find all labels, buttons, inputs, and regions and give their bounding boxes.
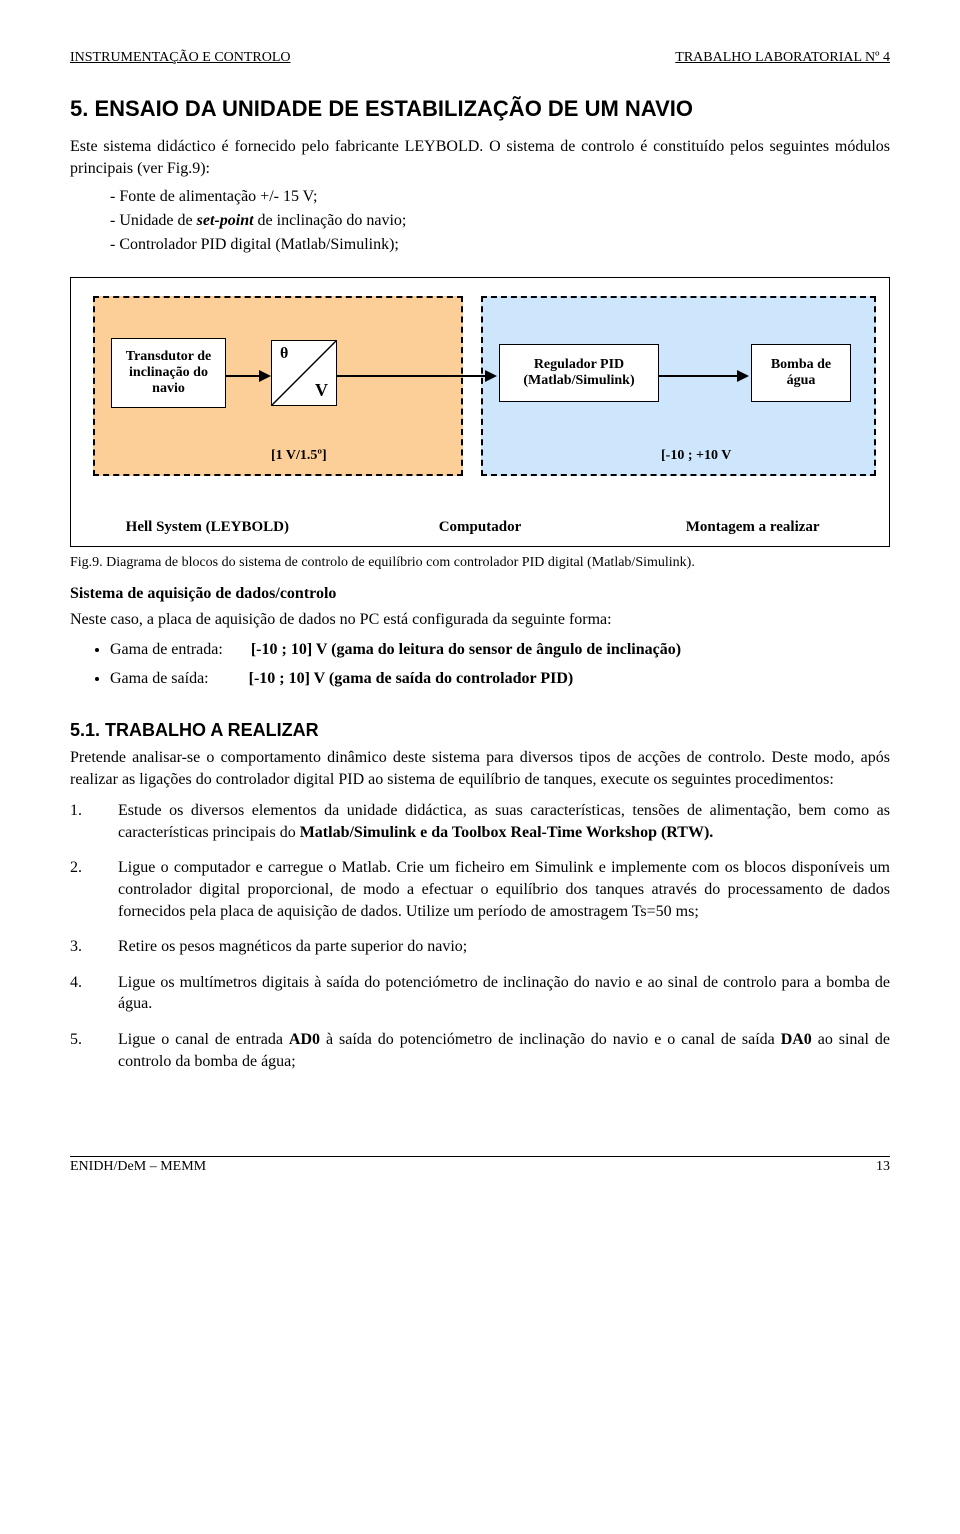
bullet-entrada: Gama de entrada: [-10 ; 10] V (gama do l…	[110, 637, 890, 663]
figure-caption: Fig.9. Diagrama de blocos do sistema de …	[70, 555, 890, 571]
step-1: Estude os diversos elementos da unidade …	[70, 800, 890, 843]
procedure-list: Estude os diversos elementos da unidade …	[70, 800, 890, 1072]
sec51-intro: Pretende analisar-se o comportamento din…	[70, 747, 890, 790]
diagram-bottom-row: Hell System (LEYBOLD) Computador Montage…	[71, 519, 889, 536]
page-footer: ENIDH/DeM – MEMM 13	[70, 1156, 890, 1175]
list-item: - Fonte de alimentação +/- 15 V;	[110, 185, 890, 209]
header-right: TRABALHO LABORATORIAL Nº 4	[675, 50, 890, 66]
arrow	[659, 370, 749, 382]
bullet-val: [-10 ; 10] V (gama do leitura do sensor …	[251, 641, 681, 658]
aquis-bullets: Gama de entrada: [-10 ; 10] V (gama do l…	[110, 637, 890, 692]
bullet-saida: Gama de saída: [-10 ; 10] V (gama de saí…	[110, 666, 890, 692]
bottom-mont: Montagem a realizar	[618, 519, 888, 536]
list-item: - Controlador PID digital (Matlab/Simuli…	[110, 233, 890, 257]
v-label: V	[315, 380, 328, 401]
node-transdutor: Transdutor de inclinação do navio	[111, 338, 226, 408]
aquis-title: Sistema de aquisição de dados/controlo	[70, 585, 890, 603]
sec5-intro: Este sistema didáctico é fornecido pelo …	[70, 136, 890, 179]
node-bomba: Bomba de água	[751, 344, 851, 402]
arrow	[226, 370, 271, 382]
footer-left: ENIDH/DeM – MEMM	[70, 1159, 206, 1175]
list-item: - Unidade de set-point de inclinação do …	[110, 209, 890, 233]
step-5: Ligue o canal de entrada AD0 à saída do …	[70, 1029, 890, 1072]
section-5-1-title: 5.1. TRABALHO A REALIZAR	[70, 720, 890, 741]
sec5-list: - Fonte de alimentação +/- 15 V; - Unida…	[110, 185, 890, 257]
header-left: INSTRUMENTAÇÃO E CONTROLO	[70, 50, 291, 66]
step-3: Retire os pesos magnéticos da parte supe…	[70, 936, 890, 958]
node-theta-v: θ V	[271, 340, 337, 406]
theta-label: θ	[280, 345, 288, 363]
bullet-key: Gama de entrada:	[110, 641, 223, 658]
aquis-intro: Neste caso, a placa de aquisição de dado…	[70, 609, 890, 631]
page: INSTRUMENTAÇÃO E CONTROLO TRABALHO LABOR…	[0, 0, 960, 1126]
bullet-val: [-10 ; 10] V (gama de saída do controlad…	[249, 670, 574, 687]
block-diagram: Transdutor de inclinação do navio θ V Re…	[70, 277, 890, 547]
range-left-label: [1 V/1.5º]	[271, 448, 327, 464]
step-4: Ligue os multímetros digitais à saída do…	[70, 972, 890, 1015]
step-2: Ligue o computador e carregue o Matlab. …	[70, 857, 890, 922]
bottom-comp: Computador	[345, 519, 615, 536]
bottom-hell: Hell System (LEYBOLD)	[72, 519, 342, 536]
sec5-p1a: Este sistema didáctico é fornecido pelo …	[70, 138, 483, 155]
footer-right: 13	[876, 1159, 890, 1175]
page-header: INSTRUMENTAÇÃO E CONTROLO TRABALHO LABOR…	[70, 50, 890, 66]
arrow	[337, 370, 497, 382]
bullet-key: Gama de saída:	[110, 670, 209, 687]
section-5-title: 5. ENSAIO DA UNIDADE DE ESTABILIZAÇÃO DE…	[70, 96, 890, 122]
range-right-label: [-10 ; +10 V	[661, 448, 731, 464]
node-regulador: Regulador PID (Matlab/Simulink)	[499, 344, 659, 402]
